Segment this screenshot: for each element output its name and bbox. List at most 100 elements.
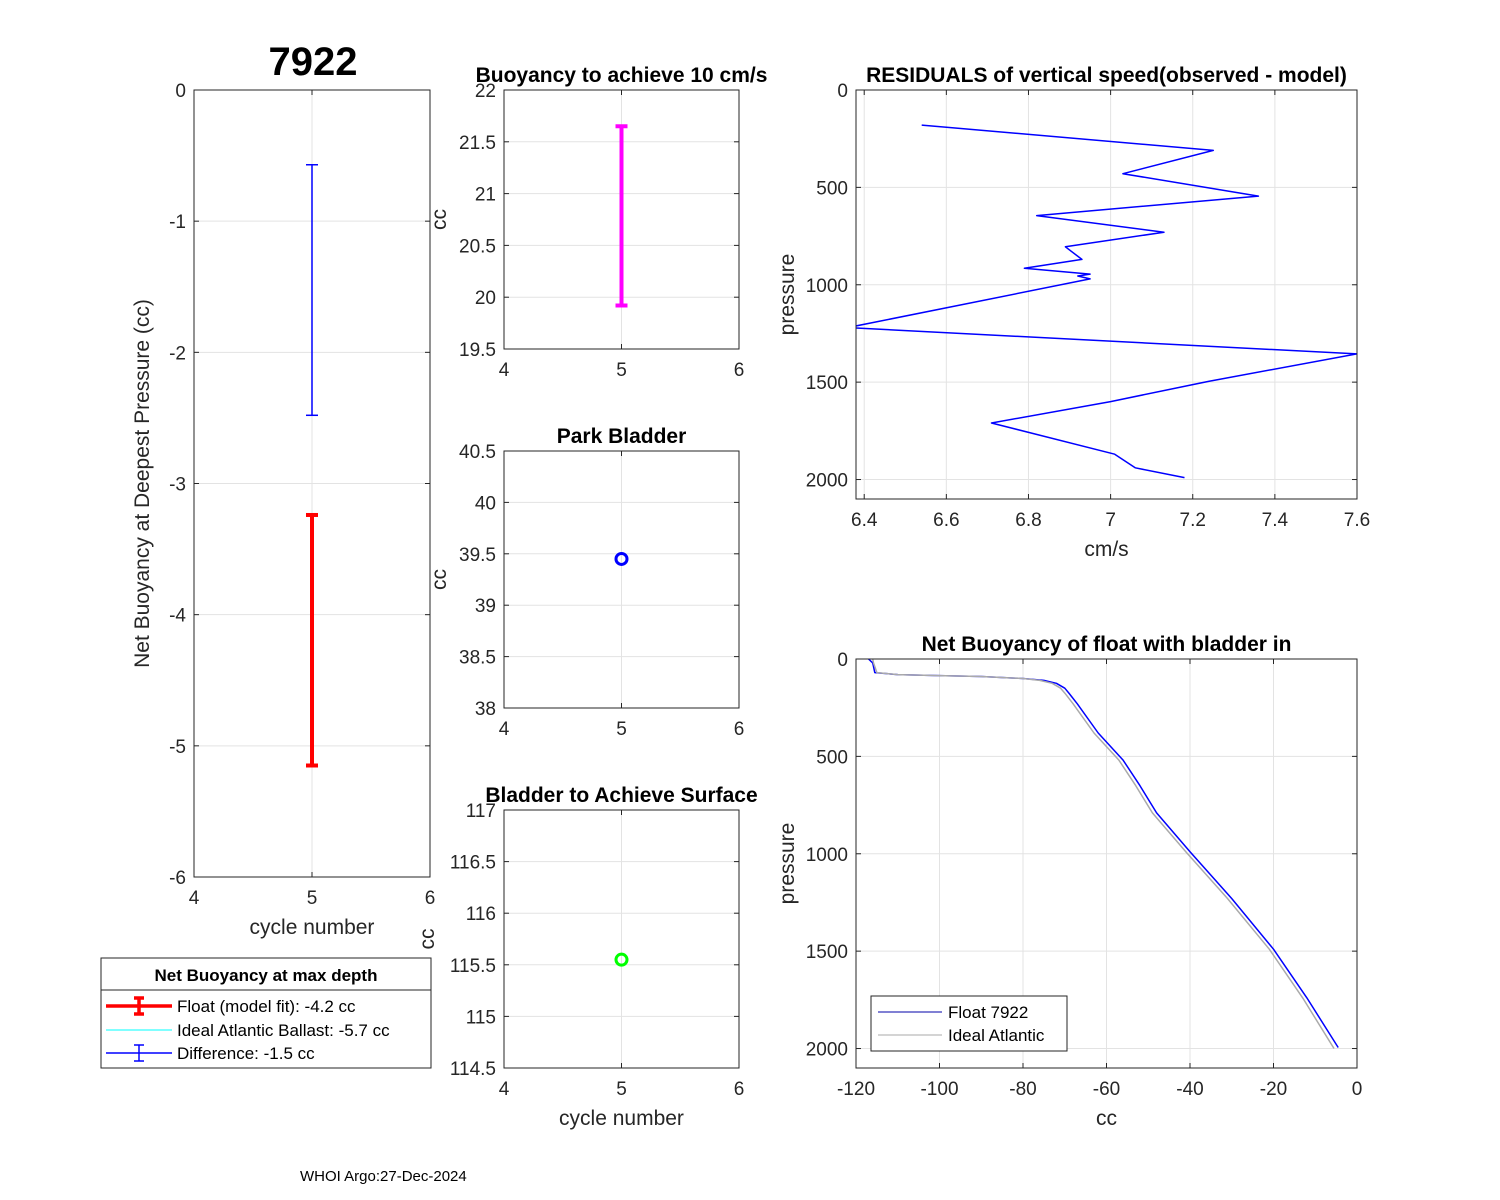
x-tick-label: 5 xyxy=(616,1079,627,1100)
y-tick-label: 21.5 xyxy=(459,133,496,154)
series-line-residual xyxy=(856,124,1357,479)
x-axis-label: cc xyxy=(1096,1107,1117,1130)
y-tick-label: -3 xyxy=(169,475,186,496)
legend-item-difference: Difference: -1.5 cc xyxy=(106,1044,315,1063)
y-tick-label: 19.5 xyxy=(459,340,496,361)
x-tick-label: 0 xyxy=(1352,1079,1363,1100)
x-tick-label: 4 xyxy=(499,1079,510,1100)
y-tick-label: 117 xyxy=(466,801,496,822)
legend-title: Net Buoyancy at max depth xyxy=(155,966,378,985)
chart-title: RESIDUALS of vertical speed(observed - m… xyxy=(866,64,1347,87)
x-tick-label: -60 xyxy=(1093,1079,1120,1100)
y-tick-label: 0 xyxy=(837,650,848,671)
y-tick-label: 500 xyxy=(816,178,848,199)
data-point xyxy=(614,551,629,566)
x-tick-label: 6 xyxy=(734,360,745,381)
x-tick-label: 6 xyxy=(734,719,745,740)
y-tick-label: 116 xyxy=(466,904,496,925)
axes-layer: 4 5 6 0 -1 -2 -3 -4 -5 -6 cycle number Net Buoyancy… xyxy=(131,64,1370,1130)
y-tick-label: 0 xyxy=(837,81,848,102)
y-tick-label: 40 xyxy=(475,493,496,514)
x-axis-label: cm/s xyxy=(1084,538,1128,561)
y-tick-label: 2000 xyxy=(806,471,848,492)
x-axis-label: cycle number xyxy=(559,1107,684,1130)
y-tick-label: -6 xyxy=(169,868,186,889)
x-tick-label: 6 xyxy=(425,888,436,909)
x-tick-label: 7.6 xyxy=(1344,510,1370,531)
legend-profile: Float 7922 Ideal Atlantic xyxy=(870,995,1068,1052)
series-line-ideal-atlantic xyxy=(871,659,1335,1049)
x-tick-label: -100 xyxy=(920,1079,958,1100)
y-tick-label: 20.5 xyxy=(459,236,496,257)
y-axis-label: cc xyxy=(428,209,451,230)
y-tick-label: 115 xyxy=(466,1007,496,1028)
legend-label-ideal-atlantic: Ideal Atlantic xyxy=(948,1026,1045,1045)
y-axis-label: cc xyxy=(428,569,451,590)
x-axis-label: cycle number xyxy=(250,916,375,939)
errorbar-difference xyxy=(306,164,318,417)
y-tick-label: 22 xyxy=(475,81,496,102)
legend-label-float-model: Float (model fit): -4.2 cc xyxy=(177,997,356,1016)
x-tick-label: 5 xyxy=(307,888,318,909)
plot-area xyxy=(856,90,1357,499)
y-tick-label: 114.5 xyxy=(450,1059,496,1080)
y-tick-label: 116.5 xyxy=(450,853,496,874)
y-tick-label: 0 xyxy=(175,81,186,102)
legend-label-ideal-atlantic-ballast: Ideal Atlantic Ballast: -5.7 cc xyxy=(177,1021,390,1040)
x-tick-label: 7 xyxy=(1105,510,1116,531)
legend-item-float-7922: Float 7922 xyxy=(878,1003,1028,1022)
legend-item-ideal-atlantic-ballast: Ideal Atlantic Ballast: -5.7 cc xyxy=(106,1021,390,1040)
series-group xyxy=(615,124,628,308)
y-axis-label: Net Buoyancy at Deepest Pressure (cc) xyxy=(131,299,154,668)
y-tick-label: 21 xyxy=(475,185,496,206)
chart-net-buoyancy: 4 5 6 0 -1 -2 -3 -4 -5 -6 cycle number Net Buoyancy… xyxy=(131,81,435,939)
y-tick-label: 38.5 xyxy=(459,648,496,669)
x-tick-label: 6.4 xyxy=(851,510,878,531)
y-axis-label: pressure xyxy=(776,254,799,336)
x-tick-label: 6.6 xyxy=(933,510,959,531)
x-tick-label: -120 xyxy=(837,1079,875,1100)
chart-residuals: 6.4 6.6 6.8 7 7.2 7.4 7.6 0 500 1000 1500 2000 RESID… xyxy=(776,64,1370,561)
x-tick-label: 5 xyxy=(616,719,627,740)
x-tick-label: 6.8 xyxy=(1015,510,1041,531)
y-tick-label: 1000 xyxy=(806,845,848,866)
series-group xyxy=(614,551,629,566)
x-tick-label: 4 xyxy=(499,360,510,381)
y-tick-label: 39 xyxy=(475,596,496,617)
data-point xyxy=(614,952,629,967)
x-tick-label: -80 xyxy=(1009,1079,1036,1100)
chart-buoyancy-10cms: 4 5 6 22 21.5 21 20.5 20 19.5 Buoyancy to achieve… xyxy=(428,64,767,381)
y-tick-label: 1500 xyxy=(806,373,848,394)
y-tick-label: -1 xyxy=(169,212,186,233)
chart-bladder-surface: 4 5 6 117 116.5 116 115.5 115 114.5 Bladder to Ac… xyxy=(416,784,758,1130)
x-tick-label: 4 xyxy=(189,888,200,909)
legend-item-float-model: Float (model fit): -4.2 cc xyxy=(106,996,356,1016)
y-tick-label: 20 xyxy=(475,288,496,309)
y-tick-label: -4 xyxy=(169,606,186,627)
y-tick-label: 1000 xyxy=(806,276,848,297)
y-tick-label: -2 xyxy=(169,343,186,364)
legend-net-buoyancy: Net Buoyancy at max depth Float (model f… xyxy=(100,957,432,1069)
x-tick-label: -40 xyxy=(1176,1079,1203,1100)
y-tick-label: 2000 xyxy=(806,1040,848,1061)
y-tick-label: 40.5 xyxy=(459,442,496,463)
y-tick-label: 39.5 xyxy=(459,545,496,566)
x-tick-label: 6 xyxy=(734,1079,745,1100)
series-group xyxy=(856,124,1357,479)
y-tick-label: 1500 xyxy=(806,942,848,963)
footer-text: WHOI Argo:27-Dec-2024 xyxy=(300,1168,467,1185)
y-tick-label: -5 xyxy=(169,737,186,758)
chart-title: Buoyancy to achieve 10 cm/s xyxy=(476,64,768,87)
x-tick-label: 4 xyxy=(499,719,510,740)
legend-item-ideal-atlantic: Ideal Atlantic xyxy=(878,1026,1045,1045)
legend-label-difference: Difference: -1.5 cc xyxy=(177,1044,315,1063)
series-group xyxy=(614,952,629,967)
y-axis-label: pressure xyxy=(776,823,799,905)
axes-frame xyxy=(855,89,1358,500)
series-group xyxy=(306,164,318,768)
x-tick-label: 5 xyxy=(616,360,627,381)
x-tick-label: 7.4 xyxy=(1262,510,1289,531)
chart-title: Park Bladder xyxy=(557,425,687,448)
y-tick-label: 115.5 xyxy=(450,956,496,977)
